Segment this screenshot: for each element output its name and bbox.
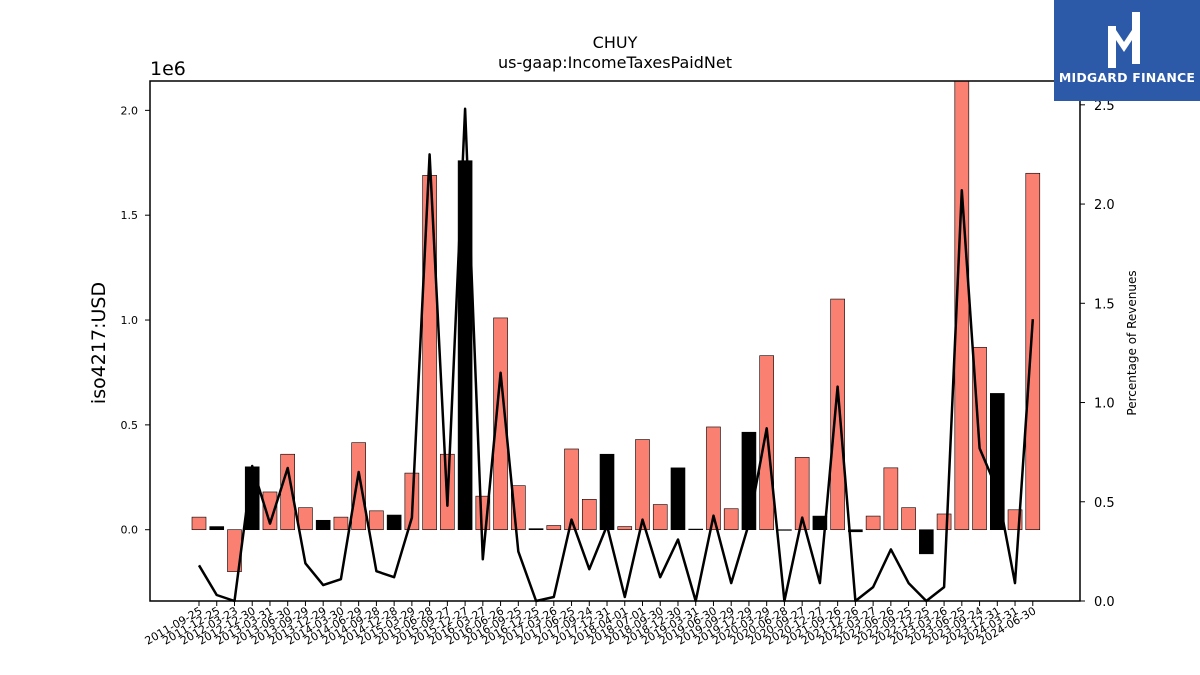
y2-tick-label: 2.5 xyxy=(1094,99,1115,114)
bar xyxy=(298,507,313,531)
bar xyxy=(351,442,366,531)
bar xyxy=(617,526,633,531)
bar xyxy=(741,431,757,531)
bar xyxy=(333,516,349,531)
brand-logo: MIDGARD FINANCE xyxy=(1054,0,1200,101)
y-tick-label: 2.0 xyxy=(121,104,139,117)
bar xyxy=(528,528,544,531)
bar xyxy=(812,515,828,531)
bar xyxy=(652,504,668,531)
y-tick-label: 1.5 xyxy=(121,209,139,222)
y2-tick-label: 2.0 xyxy=(1094,198,1115,213)
bar xyxy=(670,467,686,531)
bar xyxy=(635,439,650,531)
bar xyxy=(315,519,331,531)
y-tick-label: 0.5 xyxy=(121,419,139,432)
logo-text: MIDGARD FINANCE xyxy=(1058,70,1196,85)
bar xyxy=(599,453,615,531)
bar xyxy=(865,515,881,531)
bar xyxy=(209,526,225,531)
bar xyxy=(723,508,739,531)
bar xyxy=(706,426,721,531)
bar xyxy=(794,457,810,531)
bar xyxy=(901,507,916,531)
y2-axis-label: Percentage of Revenues xyxy=(1125,270,1139,415)
plot-frame xyxy=(149,80,1081,602)
bar xyxy=(759,355,774,531)
bar xyxy=(830,298,845,531)
y2-tick-label: 1.0 xyxy=(1094,397,1115,412)
y-tick-label: 0.0 xyxy=(121,524,139,537)
bar xyxy=(386,514,402,531)
bar xyxy=(369,510,384,531)
bar xyxy=(457,160,473,531)
logo-mark-icon xyxy=(1108,12,1140,68)
bar xyxy=(191,516,207,531)
chart-subtitle: us-gaap:IncomeTaxesPaidNet xyxy=(498,53,732,72)
y-axis-label: iso4217:USD xyxy=(88,282,110,404)
chart-title: CHUY xyxy=(593,33,638,52)
bar xyxy=(777,529,792,531)
y2-tick-label: 0.0 xyxy=(1094,595,1115,610)
y-multiplier: 1e6 xyxy=(150,58,186,80)
bar xyxy=(564,448,579,531)
y2-tick-label: 0.5 xyxy=(1094,496,1115,511)
bar xyxy=(989,393,1005,531)
bar xyxy=(546,525,562,531)
bar xyxy=(688,528,704,531)
y-tick-label: 1.0 xyxy=(121,314,139,327)
bar xyxy=(936,513,952,531)
bar xyxy=(493,317,508,531)
percentage-line xyxy=(197,107,1035,603)
bar xyxy=(262,491,278,531)
bar xyxy=(581,499,597,531)
bar xyxy=(1025,172,1041,531)
bar xyxy=(883,467,899,531)
y2-tick-label: 1.5 xyxy=(1094,297,1115,312)
bar xyxy=(919,529,934,555)
